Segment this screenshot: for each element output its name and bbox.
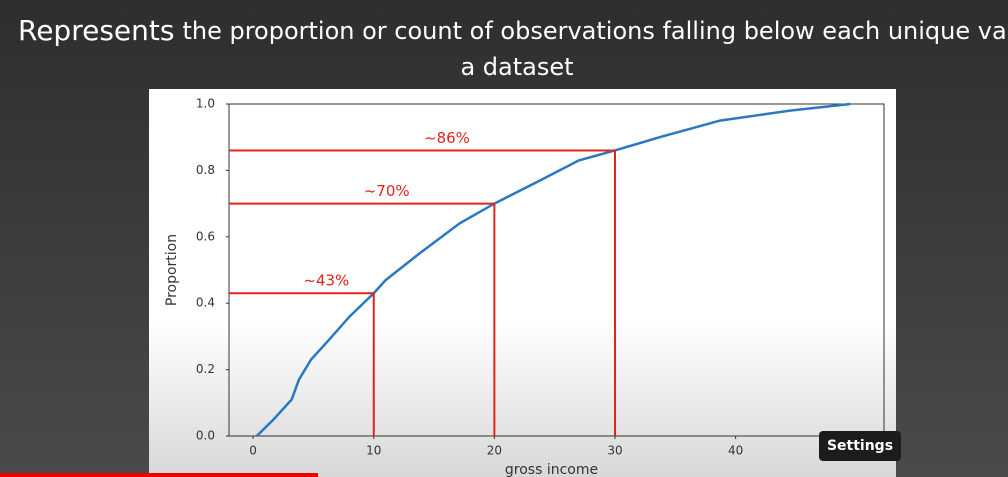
settings-label: Settings <box>827 438 893 454</box>
settings-tooltip <box>819 431 901 461</box>
y-axis-label: Proportion <box>164 234 180 306</box>
x-tick-label: 0 <box>249 444 257 458</box>
title-text: the proportion or count of observations … <box>182 17 1008 45</box>
annotation-label: ~70% <box>364 182 410 200</box>
y-tick-label: 1.0 <box>196 97 215 111</box>
chart-panel <box>149 89 896 477</box>
x-tick-label: 10 <box>366 444 381 458</box>
x-axis-label: gross income <box>505 462 598 477</box>
y-tick-label: 0.8 <box>196 163 215 177</box>
y-tick-label: 0.2 <box>196 362 215 376</box>
annotation-label: ~86% <box>424 129 470 147</box>
cdf-line <box>255 102 851 437</box>
slide-title: Represents the proportion or count of obs… <box>18 14 1008 47</box>
x-tick-label: 40 <box>728 444 743 458</box>
y-tick-label: 0.0 <box>196 429 215 443</box>
annotation-label: ~43% <box>303 272 349 290</box>
title-lead: Represents <box>18 14 174 47</box>
y-tick-label: 0.6 <box>196 229 215 243</box>
title-text: a dataset <box>460 53 573 81</box>
chart: 0.0 0.2 0.4 0.6 0.8 1.0 0 10 20 30 40 gross income P… <box>164 97 885 477</box>
progress-bar[interactable] <box>0 473 318 477</box>
plot-frame <box>228 103 885 437</box>
y-tick-label: 0.4 <box>196 296 215 310</box>
x-tick-label: 30 <box>607 444 622 458</box>
x-tick-label: 20 <box>487 444 502 458</box>
